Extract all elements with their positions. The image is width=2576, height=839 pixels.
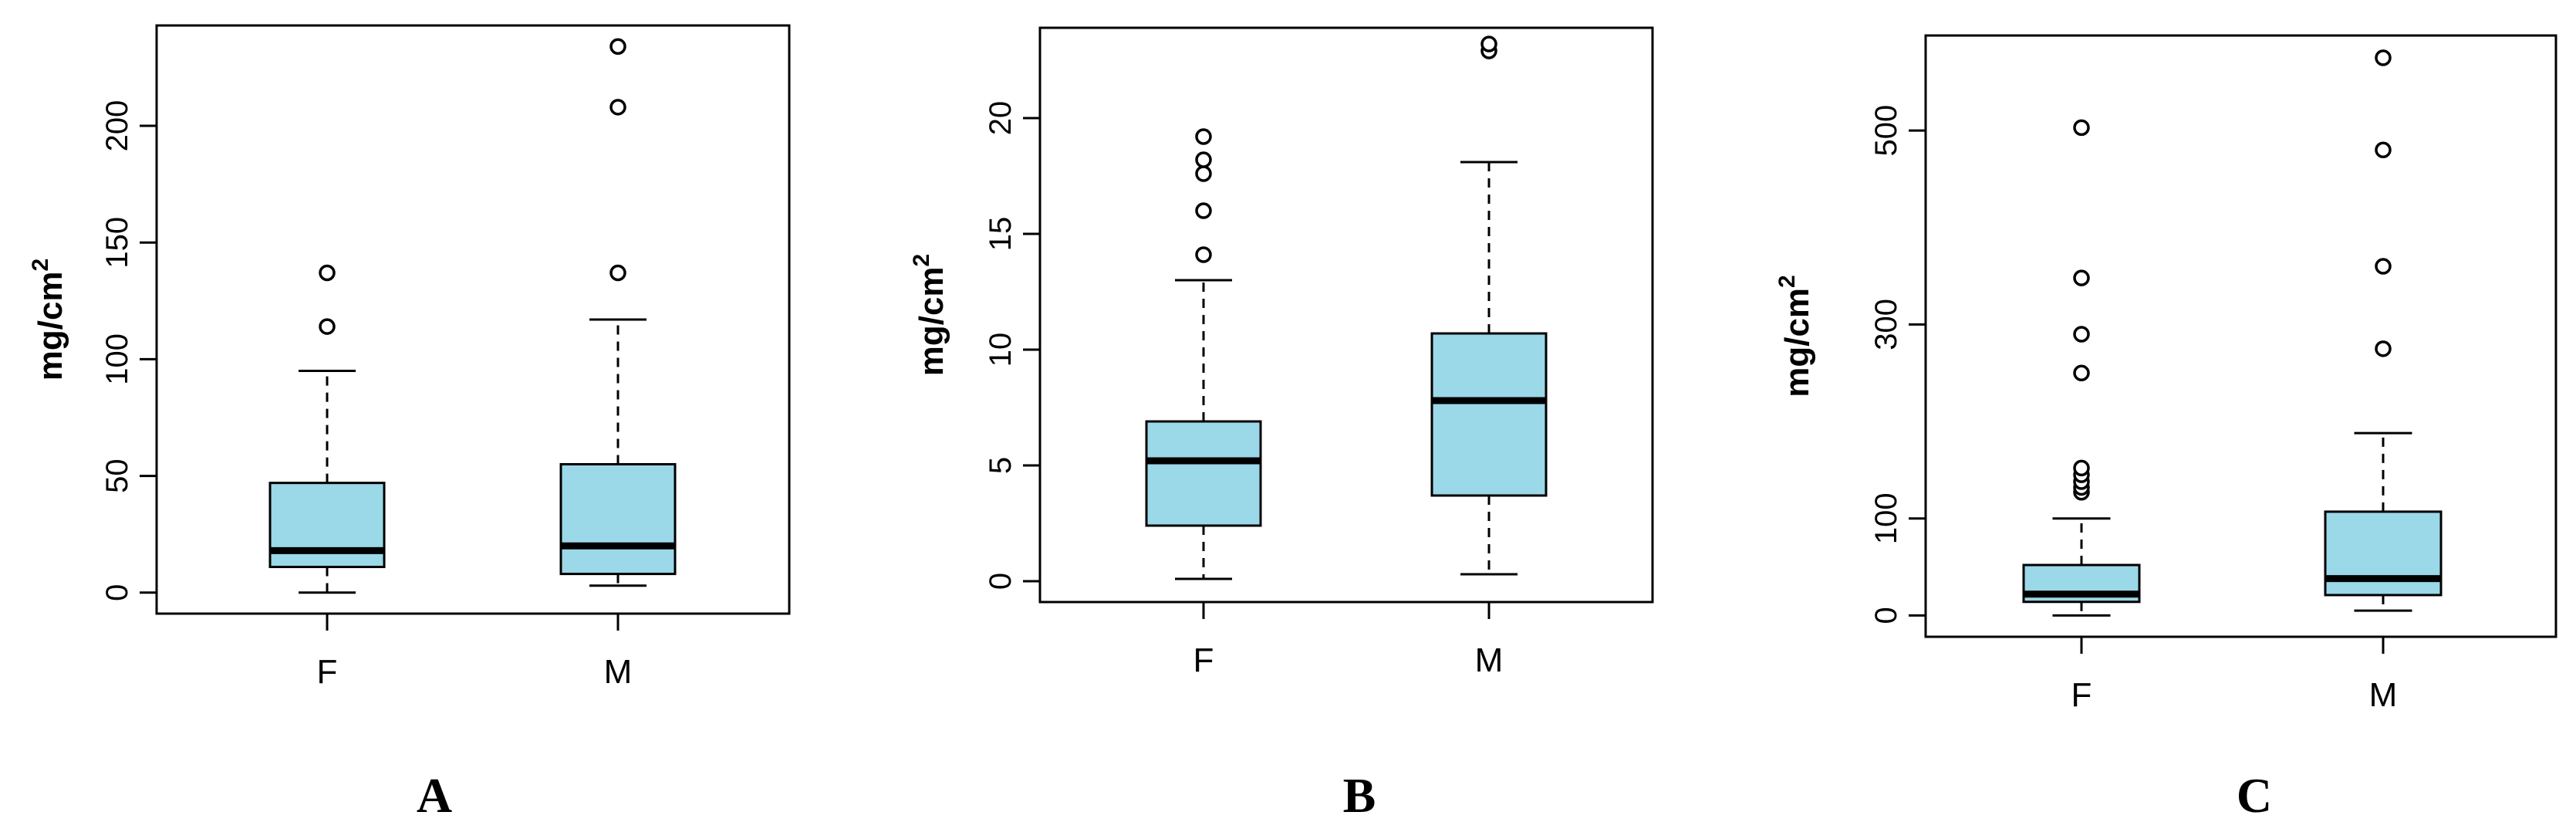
- outlier-point: [609, 99, 626, 116]
- box-m: [2324, 49, 2443, 612]
- y-tick-label: 20: [984, 101, 1018, 136]
- y-tick-label: 10: [984, 333, 1018, 367]
- y-axis-label-superscript: 2: [1774, 275, 1800, 288]
- x-tick-label: M: [2369, 676, 2398, 714]
- panel-label: A: [417, 768, 452, 823]
- y-axis-label: mg/cm2: [909, 254, 950, 377]
- y-tick-label: 50: [100, 458, 134, 493]
- iqr-box: [559, 462, 677, 576]
- panel-label: C: [2237, 768, 2272, 823]
- box-m: [1430, 36, 1548, 576]
- outlier-point: [2375, 340, 2392, 357]
- y-tick-label: 200: [100, 100, 134, 152]
- x-tick-label: M: [604, 653, 633, 691]
- y-tick-label: 0: [1869, 607, 1903, 624]
- outlier-point: [2375, 141, 2392, 159]
- outlier-point: [319, 264, 336, 282]
- outlier-point: [609, 264, 626, 282]
- y-tick-label: 5: [984, 457, 1018, 474]
- outlier-point: [1195, 151, 1212, 168]
- y-axis-label-superscript: 2: [909, 254, 934, 267]
- outlier-point: [2073, 269, 2090, 286]
- panel-label: B: [1343, 768, 1376, 823]
- box-f: [2022, 119, 2141, 617]
- box-f: [268, 264, 386, 594]
- iqr-box: [1145, 420, 1262, 527]
- y-tick-label: 0: [100, 584, 134, 601]
- y-tick-label: 300: [1869, 299, 1903, 350]
- outlier-point: [2375, 258, 2392, 275]
- y-tick-label: 100: [100, 333, 134, 385]
- y-axis-label-text: mg/cm: [1778, 288, 1816, 398]
- panel-a: 0 50 100 150 200 mg/cm2 F M A: [28, 24, 791, 823]
- outlier-point: [2073, 326, 2090, 343]
- plot-frame: [1924, 34, 2557, 638]
- iqr-box: [1430, 332, 1548, 497]
- iqr-box: [268, 482, 386, 569]
- outlier-point: [2073, 459, 2090, 477]
- outlier-point: [2375, 49, 2392, 66]
- y-tick-label: 0: [984, 573, 1018, 590]
- outlier-point: [2073, 119, 2090, 137]
- y-tick-label: 150: [100, 217, 134, 269]
- y-axis-label-superscript: 2: [28, 259, 53, 272]
- outlier-point: [1195, 128, 1212, 145]
- panel-c: 0 100 300 500 mg/cm2 F M C: [1774, 34, 2557, 823]
- outlier-point: [609, 38, 626, 55]
- y-axis-label: mg/cm2: [28, 259, 69, 381]
- y-tick-label: 15: [984, 217, 1018, 252]
- y-axis-label-text: mg/cm: [32, 271, 69, 381]
- outlier-point: [1195, 246, 1212, 263]
- y-tick-label: 100: [1869, 492, 1903, 544]
- y-axis-label: mg/cm2: [1774, 275, 1816, 398]
- outlier-point: [319, 318, 336, 335]
- y-axis-label-text: mg/cm: [913, 266, 950, 376]
- outlier-point: [2073, 364, 2090, 381]
- x-tick-label: F: [2071, 676, 2092, 714]
- box-m: [559, 38, 677, 587]
- panel-b: 0 5 10 15 20 mg/cm2 F M B: [909, 26, 1654, 823]
- x-tick-label: M: [1475, 641, 1504, 679]
- x-tick-label: F: [317, 653, 338, 691]
- box-f: [1145, 128, 1262, 580]
- plot-frame: [155, 24, 791, 615]
- plot-frame: [1038, 26, 1654, 604]
- x-tick-label: F: [1193, 641, 1214, 679]
- outlier-point: [1195, 165, 1212, 182]
- outlier-point: [1195, 202, 1212, 219]
- iqr-box: [2324, 510, 2443, 597]
- outlier-point: [1480, 36, 1497, 52]
- y-tick-label: 500: [1869, 105, 1903, 157]
